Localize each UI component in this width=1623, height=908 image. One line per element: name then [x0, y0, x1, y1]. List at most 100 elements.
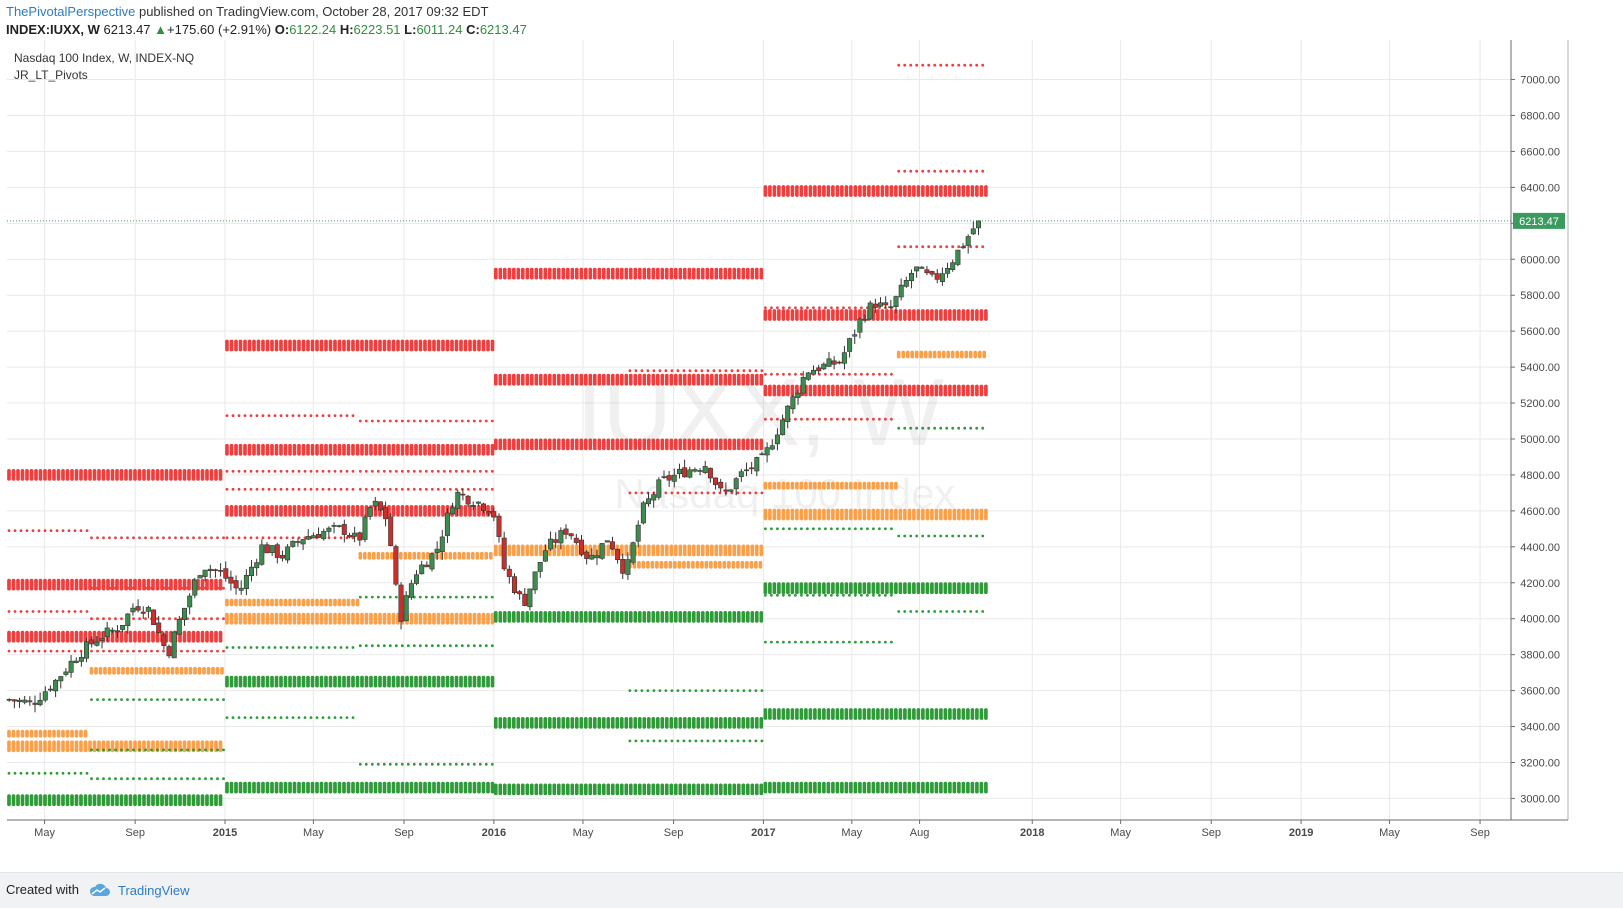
pivot-dot	[324, 621, 328, 625]
pivot-dot	[274, 414, 277, 417]
pivot-dot	[419, 470, 422, 473]
symbol-watermark: IUXX, W Nasdaq 100 Index	[576, 359, 955, 517]
pivot-dot	[114, 536, 117, 539]
pivot-dot	[39, 748, 43, 752]
pivot-dot	[329, 684, 333, 688]
pivot-level-red	[7, 631, 222, 643]
pivot-dot	[479, 596, 482, 599]
pivot-dot	[66, 639, 70, 643]
pivot-dot	[334, 716, 337, 719]
pivot-dot	[304, 716, 307, 719]
pivot-dot	[315, 684, 319, 688]
pivot-dot	[377, 596, 380, 599]
pivot-dot	[334, 646, 337, 649]
pivot-dot	[477, 790, 481, 794]
pivot-dot	[407, 470, 410, 473]
pivot-dot	[187, 639, 191, 643]
pivot-dot	[334, 470, 337, 473]
pivot-dot	[310, 414, 313, 417]
pivot-dot	[156, 777, 159, 780]
pivot-dot	[450, 621, 454, 625]
pivot-dot	[216, 698, 219, 701]
pivot-dot	[222, 536, 225, 539]
pivot-dot	[66, 802, 70, 806]
pivot-dot	[320, 513, 324, 517]
pivot-dot	[455, 452, 459, 456]
pivot-dot	[156, 802, 160, 806]
pivot-dot	[30, 748, 34, 752]
pivot-dot	[306, 603, 310, 607]
pivot-dot	[150, 777, 153, 780]
pivot-dot	[7, 587, 11, 591]
pivot-dot	[238, 646, 241, 649]
pivot-dot	[234, 790, 238, 794]
pivot-dot	[311, 621, 315, 625]
pivot-dot	[755, 369, 758, 372]
pivot-dot	[204, 698, 207, 701]
pivot-level-orange	[358, 552, 492, 560]
pivot-dot	[342, 513, 346, 517]
pivot-dot	[405, 684, 409, 688]
pivot-dot	[147, 587, 151, 591]
pivot-dot	[329, 621, 333, 625]
pivot-dot	[138, 536, 141, 539]
pivot-dot	[306, 513, 310, 517]
author-link[interactable]: ThePivotalPerspective	[6, 4, 135, 19]
pivot-dot	[256, 414, 259, 417]
pivot-dot	[340, 414, 343, 417]
pivot-dot	[441, 684, 445, 688]
pivot-dot	[297, 452, 301, 456]
pivot-dot	[156, 536, 159, 539]
pivot-level-orange	[225, 599, 359, 607]
pivot-dot	[70, 748, 74, 752]
pivot-dot	[75, 587, 79, 591]
pivot-dot	[132, 777, 135, 780]
pivot-dot	[243, 790, 247, 794]
pivot-dot	[473, 513, 477, 517]
pivot-dot	[279, 621, 283, 625]
pivot-dot	[466, 556, 470, 560]
pivot-dot	[174, 749, 177, 752]
pivot-dot	[74, 650, 77, 653]
pivot-dot	[20, 529, 23, 532]
pivot-dot	[374, 348, 378, 352]
pivot-dot	[90, 617, 93, 620]
pivot-dot	[701, 382, 705, 386]
pivot-dot	[566, 447, 570, 451]
pivot-dot	[274, 716, 277, 719]
pivot-dot	[32, 529, 35, 532]
pivot-level-green	[359, 596, 494, 599]
pivot-dot	[12, 639, 16, 643]
pivot-dot	[371, 763, 374, 766]
pivot-dot	[389, 420, 392, 423]
pivot-dot	[210, 650, 213, 653]
pivot-dot	[584, 382, 588, 386]
pivot-dot	[414, 621, 418, 625]
pivot-level-red	[359, 488, 494, 491]
pivot-dot	[230, 621, 234, 625]
pivot-dot	[425, 596, 428, 599]
pivot-dot	[446, 790, 450, 794]
pivot-dot	[464, 513, 468, 517]
pivot-dot	[352, 488, 355, 491]
pivot-dot	[365, 488, 368, 491]
pivot-dot	[507, 276, 511, 280]
pivot-dot	[75, 734, 79, 738]
pivot-dot	[606, 382, 610, 386]
pivot-dot	[352, 414, 355, 417]
pivot-dot	[464, 684, 468, 688]
pivot-dot	[284, 684, 288, 688]
pivot-dot	[57, 639, 61, 643]
pivot-dot	[453, 556, 457, 560]
pivot-dot	[165, 587, 169, 591]
pivot-dot	[665, 276, 669, 280]
price-chart[interactable]: IUXX, W Nasdaq 100 Index 3000.003200.003…	[0, 40, 1623, 870]
pivot-dot	[120, 698, 123, 701]
pivot-dot	[111, 802, 115, 806]
pivot-dot	[62, 772, 65, 775]
pivot-dot	[111, 748, 115, 752]
pivot-dot	[39, 587, 43, 591]
pivot-dot	[410, 684, 414, 688]
pivot-dot	[8, 529, 11, 532]
pivot-dot	[479, 763, 482, 766]
